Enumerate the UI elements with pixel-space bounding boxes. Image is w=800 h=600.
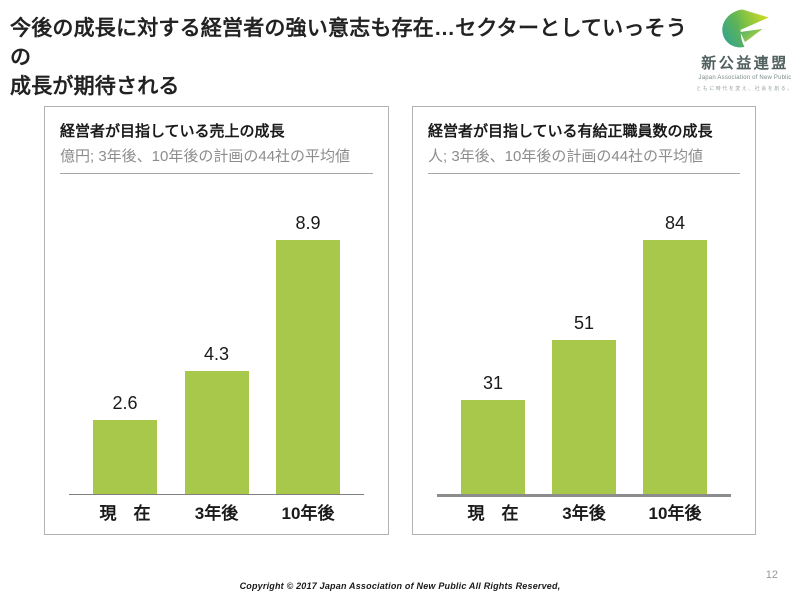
x-axis-label: 現 在 — [467, 504, 519, 523]
bar-group: 84 — [643, 213, 707, 494]
x-axis-label: 3年後 — [194, 504, 239, 523]
x-axis-line — [69, 494, 364, 495]
x-axis-line — [437, 494, 731, 497]
chart-panel-sales-growth: 経営者が目指している売上の成長 億円; 3年後、10年後の計画の44社の平均値 … — [44, 106, 389, 535]
slide-title-line2: 成長が期待される — [10, 75, 180, 98]
bar — [184, 371, 249, 494]
chart-panel-staff-growth: 経営者が目指している有給正職員数の成長 人; 3年後、10年後の計画の44社の平… — [412, 106, 756, 535]
bar-chart-staff: 31 51 84 現 在 3年後 10年後 — [413, 177, 755, 534]
bar — [552, 340, 616, 494]
x-axis-label: 3年後 — [562, 504, 606, 523]
bar-group: 4.3 — [184, 344, 249, 494]
x-axis-label: 10年後 — [648, 504, 702, 523]
bar-group: 51 — [552, 313, 616, 494]
bar-group: 8.9 — [276, 213, 340, 494]
chart-header: 経営者が目指している売上の成長 億円; 3年後、10年後の計画の44社の平均値 — [60, 120, 373, 174]
bar — [461, 400, 525, 494]
bar — [276, 240, 340, 494]
org-tagline: ともに時代を変え、社会を創る。 — [696, 86, 794, 92]
bars-container: 31 51 84 — [461, 213, 707, 494]
chart-title: 経営者が目指している売上の成長 — [60, 123, 285, 140]
chart-subtitle: 億円; 3年後、10年後の計画の44社の平均値 — [60, 148, 351, 165]
x-axis-labels: 現 在 3年後 10年後 — [93, 499, 340, 524]
slide-title-line1: 今後の成長に対する経営者の強い意志も存在…セクターとしていっそうの — [10, 17, 687, 69]
org-logo: 新公益連盟 Japan Association of New Public とも… — [692, 6, 798, 92]
paper-plane-swoosh-icon — [722, 9, 769, 48]
bar-group: 2.6 — [93, 393, 157, 494]
bar-group: 31 — [461, 373, 525, 494]
chart-header: 経営者が目指している有給正職員数の成長 人; 3年後、10年後の計画の44社の平… — [428, 120, 740, 174]
bar — [93, 420, 157, 494]
chart-title: 経営者が目指している有給正職員数の成長 — [428, 123, 713, 140]
bar-value-label: 8.9 — [295, 213, 321, 233]
x-axis-labels: 現 在 3年後 10年後 — [461, 499, 707, 524]
bar-value-label: 31 — [482, 373, 504, 393]
chart-subtitle: 人; 3年後、10年後の計画の44社の平均値 — [428, 148, 704, 165]
bar-value-label: 51 — [573, 313, 595, 333]
bar-value-label: 4.3 — [203, 344, 230, 364]
org-name: 新公益連盟 — [701, 55, 789, 72]
bar-value-label: 84 — [664, 213, 686, 233]
page-number: 12 — [765, 569, 778, 581]
slide-title: 今後の成長に対する経営者の強い意志も存在…セクターとしていっそうの 成長が期待さ… — [10, 14, 700, 101]
bar — [643, 240, 707, 494]
x-axis-label: 現 在 — [99, 504, 151, 523]
x-axis-label: 10年後 — [281, 504, 335, 523]
bars-container: 2.6 4.3 8.9 — [93, 213, 340, 494]
org-name-en: Japan Association of New Public — [698, 75, 792, 81]
copyright-footer: Copyright © 2017 Japan Association of Ne… — [239, 581, 561, 591]
bar-chart-sales: 2.6 4.3 8.9 現 在 3年後 10年後 — [45, 177, 388, 534]
bar-value-label: 2.6 — [112, 393, 138, 413]
